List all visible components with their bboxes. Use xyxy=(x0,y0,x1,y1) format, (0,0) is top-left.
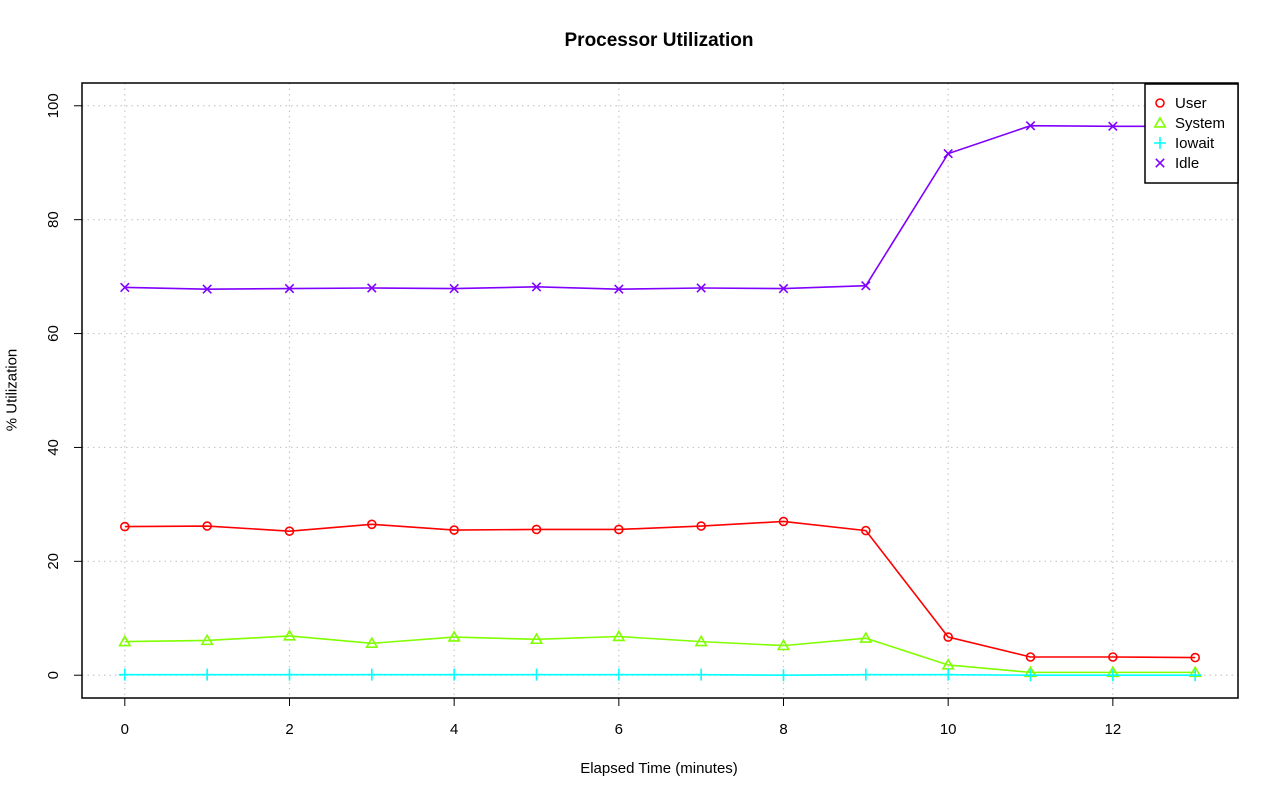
data-point xyxy=(284,283,295,294)
series-line xyxy=(124,124,1196,290)
series-line xyxy=(124,635,1196,674)
data-point xyxy=(449,283,459,294)
legend-label: System xyxy=(1175,115,1225,132)
data-point xyxy=(1025,120,1036,131)
data-point xyxy=(778,516,789,527)
data-point xyxy=(614,284,624,294)
data-point xyxy=(120,282,130,293)
data-point xyxy=(942,668,955,681)
data-point xyxy=(529,632,544,645)
data-point xyxy=(367,519,377,530)
x-tick-label: 0 xyxy=(121,721,129,738)
x-axis-label: Elapsed Time (minutes) xyxy=(580,760,738,777)
data-point xyxy=(1025,652,1036,662)
data-point xyxy=(282,629,297,641)
series-line xyxy=(124,520,1196,659)
x-tick-label: 12 xyxy=(1105,721,1122,738)
legend-label: Idle xyxy=(1175,155,1199,172)
y-tick-label: 80 xyxy=(45,211,62,228)
data-point xyxy=(861,280,871,291)
x-tick-label: 4 xyxy=(450,721,458,738)
data-point xyxy=(694,634,708,647)
data-point xyxy=(1024,669,1037,682)
data-point xyxy=(612,668,625,681)
data-point xyxy=(1108,652,1118,662)
series-user xyxy=(120,516,1200,663)
x-tick-label: 8 xyxy=(779,721,787,738)
y-tick-label: 20 xyxy=(45,553,62,570)
data-point xyxy=(776,638,791,651)
x-tick-label: 10 xyxy=(940,721,957,738)
y-tick-label: 100 xyxy=(45,93,62,118)
series-system xyxy=(118,629,1202,678)
series-layer xyxy=(118,120,1202,682)
plot-frame xyxy=(81,82,1239,699)
data-point xyxy=(943,632,953,642)
data-point xyxy=(696,283,706,293)
data-point xyxy=(448,668,461,681)
y-tick-label: 40 xyxy=(45,439,62,456)
data-point xyxy=(531,282,542,292)
data-point xyxy=(1190,652,1200,663)
y-tick-label: 60 xyxy=(45,325,62,342)
chart-title: Processor Utilization xyxy=(564,30,754,51)
gridlines xyxy=(82,83,1238,698)
data-point xyxy=(1106,669,1119,682)
data-point xyxy=(1155,98,1165,108)
data-point xyxy=(777,669,790,682)
data-point xyxy=(859,631,873,643)
axes: 0 2 4 6 8 10 12 0 20 40 60 80 100 xyxy=(45,82,1239,738)
data-point xyxy=(202,521,212,531)
data-point xyxy=(449,525,459,535)
legend-box xyxy=(1144,83,1239,184)
data-point xyxy=(201,668,214,681)
data-point xyxy=(1108,121,1118,132)
data-point xyxy=(283,668,296,681)
data-point xyxy=(1153,116,1167,128)
data-point xyxy=(531,524,542,535)
x-tick-label: 2 xyxy=(285,721,293,738)
data-point xyxy=(612,629,626,642)
data-point xyxy=(778,283,789,294)
data-point xyxy=(367,283,377,293)
legend: User System Iowait Idle xyxy=(1144,83,1239,184)
legend-item-iowait: Iowait xyxy=(1154,135,1215,152)
data-point xyxy=(695,668,708,681)
data-point xyxy=(1154,137,1166,149)
data-point xyxy=(365,668,378,681)
legend-label: Iowait xyxy=(1175,135,1215,152)
data-point xyxy=(118,634,132,647)
legend-item-user: User xyxy=(1155,95,1207,112)
data-point xyxy=(120,521,130,532)
data-point xyxy=(530,668,543,681)
legend-label: User xyxy=(1175,95,1207,112)
data-point xyxy=(1155,158,1165,168)
data-point xyxy=(200,633,214,646)
data-point xyxy=(202,284,212,294)
series-line xyxy=(124,673,1196,677)
series-idle xyxy=(120,120,1200,294)
data-point xyxy=(861,525,871,536)
data-point xyxy=(118,668,131,681)
data-point xyxy=(365,636,379,649)
series-iowait xyxy=(118,668,1202,682)
x-tick-label: 6 xyxy=(615,721,623,738)
data-point xyxy=(696,521,706,531)
data-point xyxy=(1189,669,1202,682)
data-point xyxy=(284,526,295,536)
data-point xyxy=(943,148,953,159)
y-tick-label: 0 xyxy=(45,671,62,679)
data-point xyxy=(447,630,461,642)
legend-item-idle: Idle xyxy=(1155,155,1199,172)
data-point xyxy=(614,524,624,535)
data-point xyxy=(859,668,872,681)
legend-item-system: System xyxy=(1153,115,1225,132)
